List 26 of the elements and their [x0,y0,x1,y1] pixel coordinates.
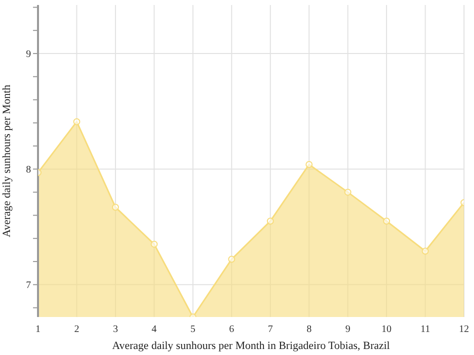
y-tick-label: 9 [26,49,31,60]
point [266,218,274,225]
x-axis-title: Average daily sunhours per Month in Brigadeiro Tobias, Brazil [112,340,390,352]
y-tick-label: 8 [26,164,31,176]
x-tick-label: 8 [306,324,312,336]
x-tick-label: 1 [36,324,40,336]
point [306,160,313,168]
y-tick-label: 7 [26,280,31,292]
x-tick-label: 12 [459,324,469,336]
point [228,256,236,263]
x-tick-label: 9 [345,324,350,336]
x-tick-label: 7 [268,324,273,336]
point [112,204,119,211]
y-axis-title: Average daily sunhours per Month [0,84,13,238]
x-tick-label: 3 [112,324,118,336]
x-tick-label: 6 [229,324,234,336]
x-tick-label: 10 [382,324,392,336]
point [383,218,390,225]
point [344,188,352,196]
x-tick-label: 2 [74,324,80,336]
x-tick-label: 4 [152,324,157,336]
point [422,248,429,255]
point [73,118,80,126]
x-tick-label: 11 [420,324,430,336]
x-tick-label: 5 [190,324,196,336]
point [150,240,158,248]
